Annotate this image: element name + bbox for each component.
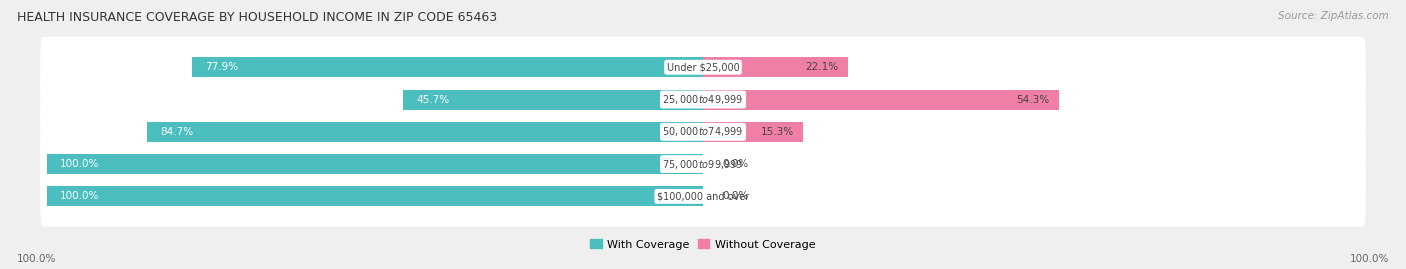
Text: 45.7%: 45.7% — [416, 94, 450, 105]
FancyBboxPatch shape — [41, 166, 1365, 227]
Text: $50,000 to $74,999: $50,000 to $74,999 — [662, 125, 744, 138]
Text: 0.0%: 0.0% — [723, 191, 749, 201]
Text: Under $25,000: Under $25,000 — [666, 62, 740, 72]
Text: 22.1%: 22.1% — [806, 62, 838, 72]
FancyBboxPatch shape — [41, 37, 1365, 98]
Legend: With Coverage, Without Coverage: With Coverage, Without Coverage — [586, 235, 820, 254]
Bar — [148, 122, 703, 142]
Text: HEALTH INSURANCE COVERAGE BY HOUSEHOLD INCOME IN ZIP CODE 65463: HEALTH INSURANCE COVERAGE BY HOUSEHOLD I… — [17, 11, 496, 24]
Bar — [404, 90, 703, 109]
Text: 100.0%: 100.0% — [1350, 254, 1389, 264]
Text: 100.0%: 100.0% — [60, 159, 100, 169]
Text: 0.0%: 0.0% — [723, 159, 749, 169]
Bar — [46, 186, 703, 206]
Bar — [703, 57, 848, 77]
Bar — [46, 154, 703, 174]
FancyBboxPatch shape — [41, 69, 1365, 130]
FancyBboxPatch shape — [41, 134, 1365, 194]
Text: $75,000 to $99,999: $75,000 to $99,999 — [662, 158, 744, 171]
Text: 84.7%: 84.7% — [160, 127, 194, 137]
Text: 54.3%: 54.3% — [1017, 94, 1049, 105]
Text: $100,000 and over: $100,000 and over — [657, 191, 749, 201]
Bar — [191, 57, 703, 77]
Text: 77.9%: 77.9% — [205, 62, 238, 72]
Text: Source: ZipAtlas.com: Source: ZipAtlas.com — [1278, 11, 1389, 21]
Text: 15.3%: 15.3% — [761, 127, 793, 137]
Text: 100.0%: 100.0% — [60, 191, 100, 201]
Text: $25,000 to $49,999: $25,000 to $49,999 — [662, 93, 744, 106]
Text: 100.0%: 100.0% — [17, 254, 56, 264]
Bar — [703, 122, 803, 142]
FancyBboxPatch shape — [41, 101, 1365, 162]
Bar — [703, 90, 1059, 109]
